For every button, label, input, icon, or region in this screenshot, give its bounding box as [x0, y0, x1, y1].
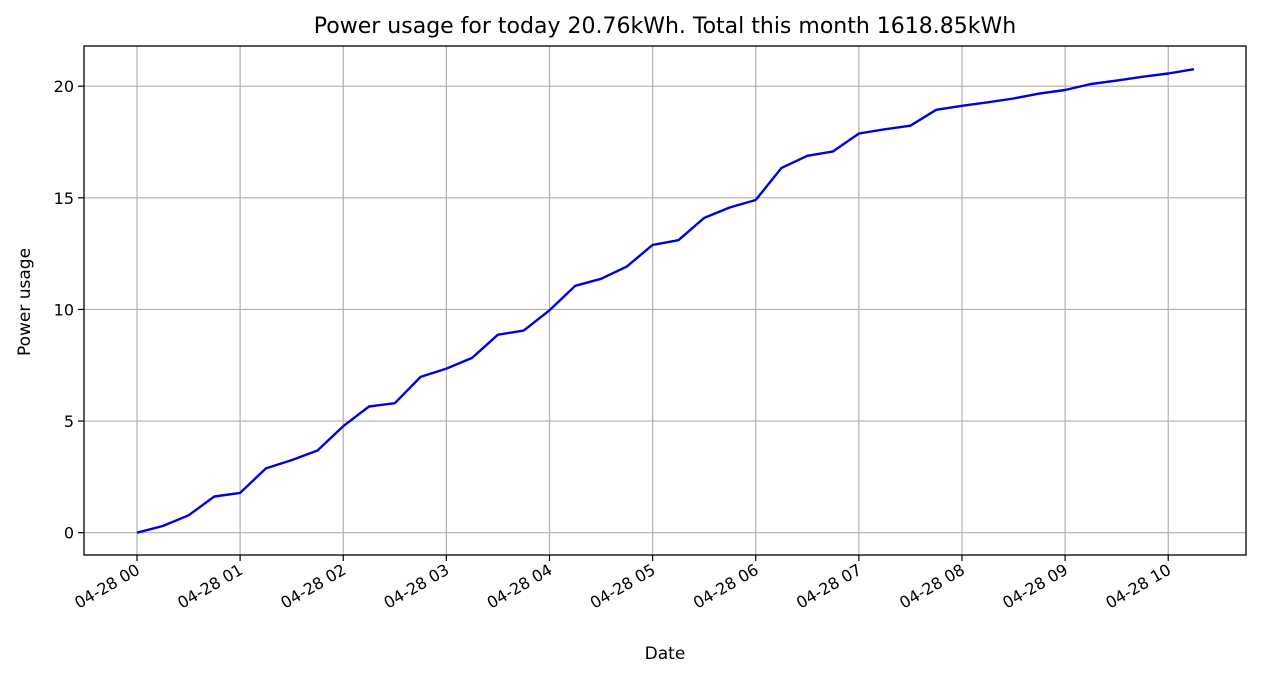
- x-tick-label: 04-28 10: [1102, 560, 1174, 612]
- power-usage-line: [136, 68, 1195, 534]
- x-tick-label: 04-28 07: [793, 560, 865, 612]
- y-tick-label: 5: [64, 412, 74, 431]
- x-tick-label: 04-28 04: [484, 560, 556, 612]
- x-tick-label: 04-28 03: [381, 560, 453, 612]
- grid-lines: [84, 46, 1246, 555]
- x-tick-label: 04-28 02: [277, 560, 349, 612]
- plot-frame: [83, 45, 1247, 556]
- x-tick-label: 04-28 06: [690, 560, 762, 612]
- x-tick-label: 04-28 08: [896, 560, 968, 612]
- x-axis-label: Date: [645, 644, 686, 664]
- x-tick-label: 04-28 05: [587, 560, 659, 612]
- y-tick-label: 0: [64, 524, 74, 543]
- x-tick-label: 04-28 01: [174, 560, 246, 612]
- y-axis-label: Power usage: [15, 248, 35, 356]
- series-layer: [136, 68, 1195, 534]
- y-tick-label: 15: [54, 189, 74, 208]
- x-tick-label: 04-28 09: [999, 560, 1071, 612]
- y-tick-label: 10: [54, 300, 74, 319]
- x-tick-label: 04-28 00: [71, 560, 143, 612]
- chart-title: Power usage for today 20.76kWh. Total th…: [314, 14, 1016, 39]
- y-tick-label: 20: [54, 77, 74, 96]
